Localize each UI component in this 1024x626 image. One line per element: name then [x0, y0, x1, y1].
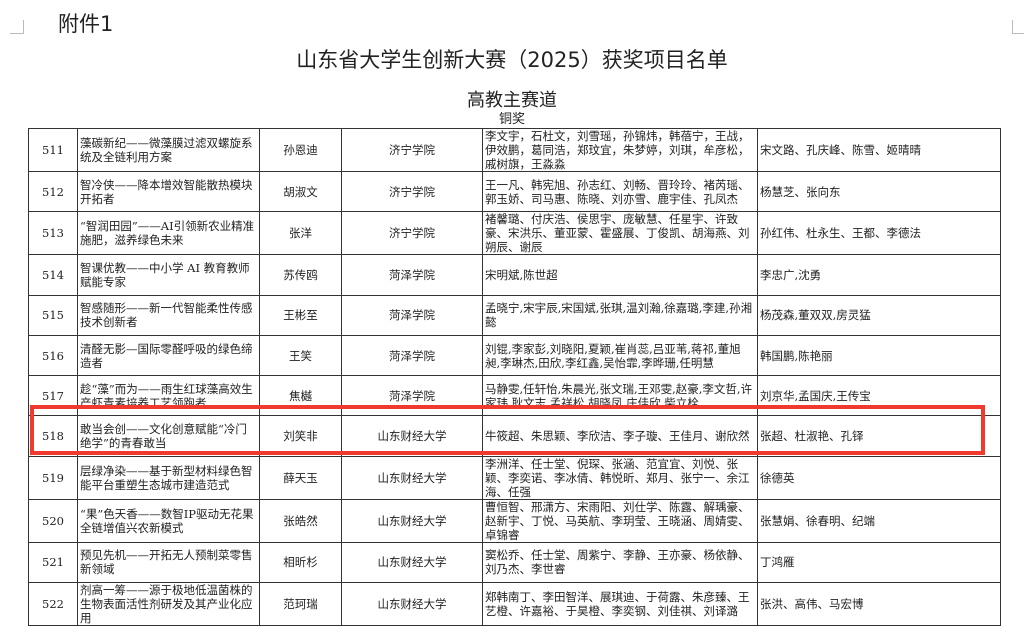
team-leader: 苏传鸥 — [259, 254, 342, 296]
row-number: 512 — [28, 170, 78, 213]
table-row: 511 藻碳新纪——微藻膜过滤双螺旋系统及全链利用方案 孙恩迪 济宁学院 李文宇，石杜文… — [28, 128, 1001, 172]
table-row: 512 智冷侠——降本增效智能散热模块开拓者 胡淑文 济宁学院 王一凡、韩宪旭、孙志红、… — [28, 170, 1001, 213]
team-members: 曹恒智、邢潇方、宋雨阳、刘仕学、陈露、解瑀豪、赵新宇、丁悦、马英航、李玥莹、王晓… — [482, 498, 758, 543]
project-name: “果”色天香——数智IP驱动无花果全链增值兴农新模式 — [77, 498, 260, 543]
advisors: 李忠广,沈勇 — [757, 254, 1001, 296]
school-name: 菏泽学院 — [341, 375, 483, 417]
row-number: 516 — [28, 334, 78, 377]
row-number: 522 — [28, 582, 78, 626]
award-table: 511 藻碳新纪——微藻膜过滤双螺旋系统及全链利用方案 孙恩迪 济宁学院 李文宇，石杜文… — [28, 128, 1001, 626]
school-name: 山东财经大学 — [341, 498, 483, 543]
project-name: 层绿净染——基于新型材料绿色智能平台重塑生态城市建造范式 — [77, 455, 260, 500]
project-name: 敢当会创——文化创意赋能“冷门绝学”的青春敢当 — [77, 415, 260, 457]
school-name: 山东财经大学 — [341, 455, 483, 500]
team-members: 窦松乔、任士堂、周紫宁、李静、王亦豪、杨依静、刘乃杰、李世睿 — [482, 541, 758, 584]
table-row: 513 “智润田园”——AI引领新农业精准施肥，滋养绿色未来 张洋 济宁学院 褚馨璐、付… — [28, 211, 1001, 256]
advisors: 宋文路、孔庆峰、陈雪、姬晴晴 — [757, 128, 1001, 172]
attachment-label: 附件1 — [58, 12, 114, 36]
table-row: 519 层绿净染——基于新型材料绿色智能平台重塑生态城市建造范式 薛天玉 山东财经大学… — [28, 455, 1001, 500]
project-name: 清醛无影—国际零醛呼吸的绿色缔造者 — [77, 334, 260, 377]
project-name: 智冷侠——降本增效智能散热模块开拓者 — [77, 170, 260, 213]
page-corner-mark — [10, 20, 24, 34]
table-row: 517 趁“藻”而为——雨生红球藻高效生产虾青素培养工艺领跑者 焦樾 菏泽学院 马静雯,… — [28, 375, 1001, 417]
row-number: 521 — [28, 541, 78, 584]
team-members: 牛筱超、朱思颖、李欣洁、李子璇、王佳月、谢欣然 — [482, 415, 758, 457]
team-members: 宋明斌,陈世超 — [482, 254, 758, 296]
advisors: 孙红伟、杜永生、王都、李德法 — [757, 211, 1001, 256]
team-leader: 胡淑文 — [259, 170, 342, 213]
table-row: 520 “果”色天香——数智IP驱动无花果全链增值兴农新模式 张皓然 山东财经大学 曹恒… — [28, 498, 1001, 543]
advisors: 杨慧芝、张向东 — [757, 170, 1001, 213]
team-members: 孟晓宁,宋宇辰,宋国斌,张琪,温刘瀚,徐嘉璐,李建,孙湘懿 — [482, 294, 758, 336]
table-row: 516 清醛无影—国际零醛呼吸的绿色缔造者 王笑 菏泽学院 刘锟,李家彭,刘晓阳,夏颖,… — [28, 334, 1001, 377]
project-name: 趁“藻”而为——雨生红球藻高效生产虾青素培养工艺领跑者 — [77, 375, 260, 417]
team-members: 刘锟,李家彭,刘晓阳,夏颖,崔肖蕊,吕亚苇,蒋祁,董旭昶,李琳杰,田欣,李红鑫,… — [482, 334, 758, 377]
team-leader: 范珂瑞 — [259, 582, 342, 626]
table-row: 515 智感随形——新一代智能柔性传感技术创新者 王彬至 菏泽学院 孟晓宁,宋宇辰,宋国… — [28, 294, 1001, 336]
team-members: 李洲洋、任士堂、倪琛、张涵、范宜宜、刘悦、张颖、李奕诺、李冰倩、韩悦昕、郑月、张… — [482, 455, 758, 500]
school-name: 济宁学院 — [341, 211, 483, 256]
team-leader: 张皓然 — [259, 498, 342, 543]
advisors: 徐德英 — [757, 455, 1001, 500]
row-number: 511 — [28, 128, 78, 172]
team-leader: 相昕杉 — [259, 541, 342, 584]
page-corner-mark — [1012, 20, 1024, 34]
school-name: 菏泽学院 — [341, 254, 483, 296]
project-name: 剂高一筹——源于极地低温菌株的生物表面活性剂研发及其产业化应用 — [77, 582, 260, 626]
team-leader: 孙恩迪 — [259, 128, 342, 172]
school-name: 山东财经大学 — [341, 541, 483, 584]
school-name: 菏泽学院 — [341, 334, 483, 377]
table-row: 518 敢当会创——文化创意赋能“冷门绝学”的青春敢当 刘笑非 山东财经大学 牛筱超、朱… — [28, 415, 1001, 457]
table-row: 522 剂高一筹——源于极地低温菌株的生物表面活性剂研发及其产业化应用 范珂瑞 山东财… — [28, 582, 1001, 626]
school-name: 山东财经大学 — [341, 415, 483, 457]
track-heading: 高教主赛道 — [467, 90, 557, 111]
project-name: 藻碳新纪——微藻膜过滤双螺旋系统及全链利用方案 — [77, 128, 260, 172]
school-name: 济宁学院 — [341, 128, 483, 172]
team-members: 王一凡、韩宪旭、孙志红、刘畅、晋玲玲、褚芮瑶、郭玉娇、司马惠、陈晓、刘亦雪、鹿宇… — [482, 170, 758, 213]
team-leader: 焦樾 — [259, 375, 342, 417]
team-members: 褚馨璐、付庆浩、侯思宇、庞敏慧、任星宇、许致豪、宋洪乐、董亚蒙、霍盛展、丁俊凯、… — [482, 211, 758, 256]
document-title: 山东省大学生创新大赛（2025）获奖项目名单 — [296, 48, 728, 72]
team-leader: 张洋 — [259, 211, 342, 256]
row-number: 515 — [28, 294, 78, 336]
advisors: 韩国鹏,陈艳丽 — [757, 334, 1001, 377]
row-number: 514 — [28, 254, 78, 296]
advisors: 张慧娟、徐春明、纪端 — [757, 498, 1001, 543]
row-number: 517 — [28, 375, 78, 417]
advisors: 张洪、高伟、马宏博 — [757, 582, 1001, 626]
advisors: 张超、杜淑艳、孔铎 — [757, 415, 1001, 457]
project-name: 预见先机——开拓无人预制菜零售新领域 — [77, 541, 260, 584]
school-name: 山东财经大学 — [341, 582, 483, 626]
advisors: 杨茂森,董双双,房灵猛 — [757, 294, 1001, 336]
team-leader: 刘笑非 — [259, 415, 342, 457]
advisors: 丁鸿雁 — [757, 541, 1001, 584]
team-members: 郑韩南丁、李田智洋、展琪迪、于荷露、朱彦臻、王艺橙、许嘉裕、于昊橙、李奕钢、刘佳… — [482, 582, 758, 626]
award-level-heading: 铜奖 — [498, 112, 525, 127]
school-name: 济宁学院 — [341, 170, 483, 213]
advisors: 刘京华,孟国庆,王传宝 — [757, 375, 1001, 417]
row-number: 519 — [28, 455, 78, 500]
row-number: 520 — [28, 498, 78, 543]
table-row: 514 智课优教——中小学 AI 教育教师赋能专家 苏传鸥 菏泽学院 宋明斌,陈世超 李忠… — [28, 254, 1001, 296]
team-leader: 王彬至 — [259, 294, 342, 336]
project-name: 智课优教——中小学 AI 教育教师赋能专家 — [77, 254, 260, 296]
school-name: 菏泽学院 — [341, 294, 483, 336]
project-name: 智感随形——新一代智能柔性传感技术创新者 — [77, 294, 260, 336]
team-members: 李文宇，石杜文，刘雪瑶，孙锦炜，韩蓓宁，王战，伊效鹏，葛同浩，郑玟宜，朱梦婷，刘… — [482, 128, 758, 172]
project-name: “智润田园”——AI引领新农业精准施肥，滋养绿色未来 — [77, 211, 260, 256]
team-leader: 薛天玉 — [259, 455, 342, 500]
team-members: 马静雯,任轩怡,朱晨光,张文瑞,王邓雯,赵豪,李文哲,许家玮,耿文志,孟祥松,胡… — [482, 375, 758, 417]
row-number: 518 — [28, 415, 78, 457]
table-row: 521 预见先机——开拓无人预制菜零售新领域 相昕杉 山东财经大学 窦松乔、任士堂、周紫… — [28, 541, 1001, 584]
team-leader: 王笑 — [259, 334, 342, 377]
row-number: 513 — [28, 211, 78, 256]
